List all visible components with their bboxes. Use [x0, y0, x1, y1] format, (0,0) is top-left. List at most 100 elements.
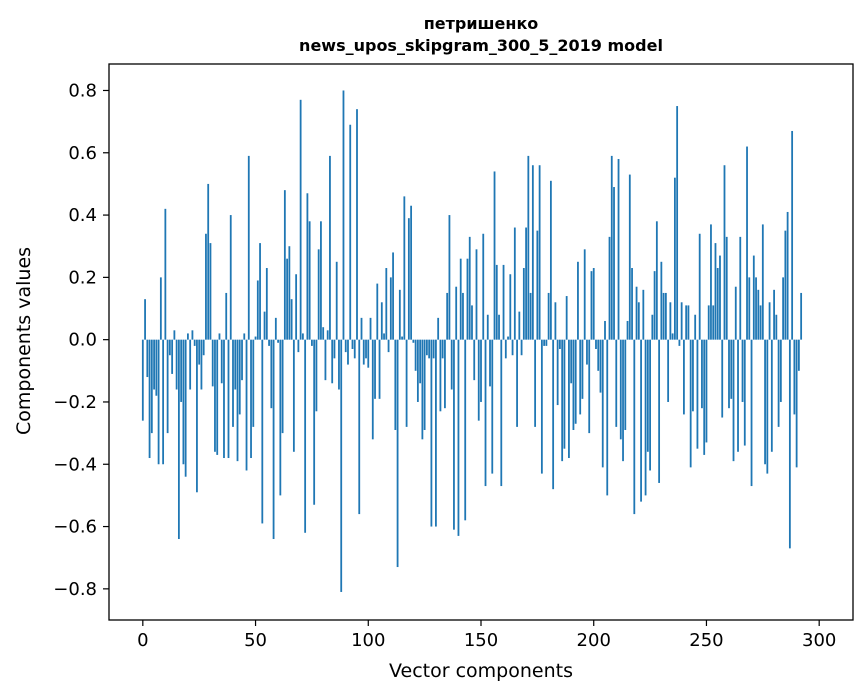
bar — [292, 339, 295, 452]
bar — [739, 236, 742, 340]
bar — [159, 277, 162, 340]
bar — [360, 317, 363, 340]
bar — [256, 280, 259, 340]
bar — [265, 268, 268, 340]
bar — [196, 339, 198, 493]
bar — [547, 292, 550, 340]
bar — [743, 339, 746, 446]
bar — [457, 339, 460, 536]
bar — [301, 333, 304, 340]
bar — [759, 305, 762, 340]
bar — [441, 339, 444, 359]
bar — [617, 159, 620, 340]
bar — [367, 339, 370, 368]
bar — [218, 333, 221, 340]
bar — [157, 339, 160, 465]
bar — [529, 292, 532, 340]
bar — [168, 339, 171, 356]
bar — [696, 339, 699, 449]
bar — [615, 339, 618, 427]
bar — [320, 221, 322, 340]
bar — [662, 292, 665, 340]
bar — [752, 255, 755, 340]
bar — [782, 277, 785, 340]
bar — [543, 339, 546, 346]
bar — [216, 339, 219, 455]
bar — [198, 339, 201, 365]
bar — [150, 339, 153, 434]
x-tick-label: 250 — [689, 630, 723, 651]
bar — [351, 339, 354, 349]
bar — [788, 339, 791, 549]
bar — [155, 339, 158, 396]
bar — [552, 339, 555, 490]
bar — [439, 339, 442, 412]
bar — [683, 339, 685, 415]
bar — [595, 339, 597, 349]
bar — [164, 208, 167, 340]
bar — [166, 339, 169, 434]
bar — [784, 230, 787, 340]
bar — [254, 336, 257, 340]
bar — [250, 339, 252, 459]
bar — [410, 205, 413, 340]
bar — [272, 339, 275, 540]
bar — [243, 333, 246, 340]
bar — [793, 339, 796, 415]
bar — [177, 339, 180, 540]
bar — [748, 277, 751, 340]
bar — [261, 339, 264, 524]
bar — [680, 302, 683, 340]
bar — [358, 339, 361, 515]
bar — [324, 339, 327, 381]
bar — [326, 330, 329, 340]
bar — [214, 339, 216, 452]
bar — [259, 243, 261, 340]
bar — [189, 339, 192, 390]
bar — [407, 218, 410, 340]
bar — [712, 305, 715, 340]
bar — [664, 292, 667, 340]
bar — [227, 339, 230, 459]
bar — [353, 339, 356, 359]
bar — [651, 314, 654, 340]
bar — [277, 339, 279, 343]
bar — [779, 339, 782, 402]
bar — [419, 339, 422, 384]
bar — [371, 339, 374, 440]
bar — [263, 311, 266, 340]
bar — [180, 339, 183, 402]
bar — [268, 339, 270, 346]
bar — [554, 302, 557, 340]
bar-series — [141, 90, 803, 592]
bar — [252, 339, 255, 427]
bar — [653, 271, 656, 340]
bar — [148, 339, 151, 459]
bar — [425, 339, 428, 356]
bar — [365, 339, 367, 359]
bar — [209, 243, 212, 340]
bar — [761, 224, 764, 340]
bar — [527, 155, 530, 340]
bar — [385, 268, 388, 340]
bar — [304, 339, 307, 533]
bar — [225, 292, 228, 340]
bar — [416, 339, 419, 402]
bar — [464, 339, 467, 521]
bar — [723, 165, 726, 340]
bar — [146, 339, 149, 378]
bar — [507, 336, 509, 340]
bar — [486, 314, 489, 340]
bar — [563, 339, 566, 449]
bar — [430, 339, 433, 527]
bar — [730, 339, 733, 399]
bar — [577, 261, 579, 340]
bar — [750, 339, 753, 487]
bar — [619, 339, 622, 440]
bar — [786, 211, 789, 340]
bar — [604, 320, 606, 340]
bar — [446, 292, 449, 340]
bar — [387, 339, 390, 353]
bar — [500, 339, 503, 487]
y-tick-label: 0.2 — [68, 267, 97, 288]
